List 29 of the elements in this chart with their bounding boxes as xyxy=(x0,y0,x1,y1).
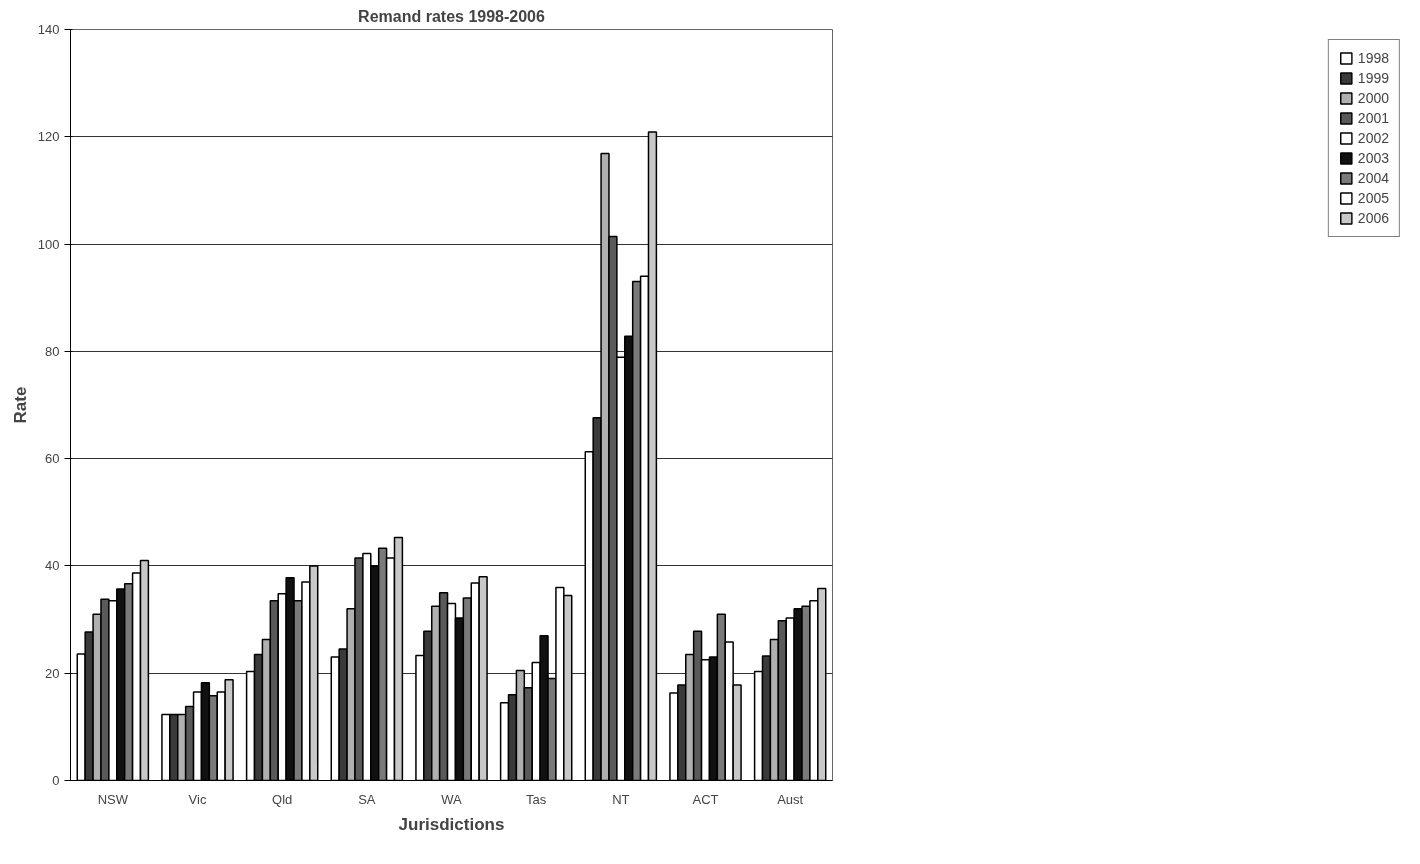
chart-title: Remand rates 1998-2006 xyxy=(358,7,545,25)
legend-label: 2001 xyxy=(1357,110,1389,126)
legend-label: 2005 xyxy=(1357,190,1389,206)
x-tick-label: WA xyxy=(441,791,463,807)
x-tick-label: SA xyxy=(358,791,376,807)
x-tick-label: Tas xyxy=(526,791,547,807)
legend-label: 2004 xyxy=(1357,170,1389,186)
y-tick-label: 40 xyxy=(45,558,60,574)
x-tick-label: ACT xyxy=(692,791,719,807)
y-tick-label: 100 xyxy=(37,236,60,252)
legend-label: 1999 xyxy=(1357,70,1389,86)
x-tick-label: Aust xyxy=(777,791,804,807)
legend-label: 2003 xyxy=(1357,150,1389,166)
x-tick-label: Vic xyxy=(188,791,207,807)
legend-label: 2000 xyxy=(1357,90,1389,106)
y-tick-label: 0 xyxy=(52,773,60,788)
legend-label: 1998 xyxy=(1357,50,1389,66)
x-tick-label: Qld xyxy=(272,791,293,807)
y-tick-label: 20 xyxy=(45,665,60,681)
y-tick-label: 140 xyxy=(37,22,60,37)
y-axis-title: Rate xyxy=(10,386,30,424)
legend-label: 2002 xyxy=(1357,130,1389,146)
x-tick-label: NT xyxy=(612,791,630,807)
y-tick-label: 60 xyxy=(45,451,60,467)
x-tick-label: NSW xyxy=(97,791,129,807)
x-axis-title: Jurisdictions xyxy=(398,814,505,834)
y-tick-label: 120 xyxy=(37,129,60,145)
y-tick-label: 80 xyxy=(45,343,60,359)
legend-label: 2006 xyxy=(1357,210,1389,226)
